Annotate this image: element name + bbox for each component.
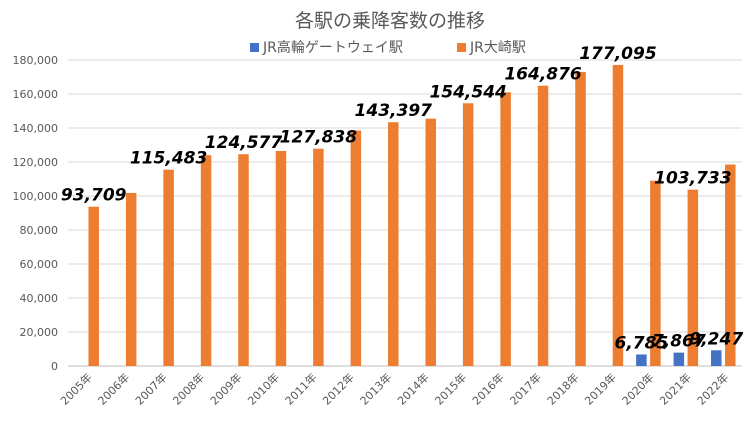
x-tick-label: 2018年 [544,370,581,407]
x-axis: 2005年 2006年 2007年 2008年 2009年 2010年 2011年 2012年… [57,370,731,407]
data-label: 9,247 [689,329,743,349]
bar-osaki-1 [125,192,137,366]
bar-osaki-2 [163,169,174,366]
x-tick-label: 2009年 [207,370,244,407]
data-label: 143,397 [355,101,433,121]
chart-title: 各駅の乗降客数の推移 [295,10,485,32]
legend-label-1: JR大崎駅 [469,40,526,56]
x-tick-label: 2020年 [619,370,656,407]
data-label: 93,709 [61,186,127,206]
y-tick-label: 60,000 [20,258,59,271]
y-tick-label: 80,000 [20,224,59,237]
x-tick-label: 2005年 [57,370,94,407]
x-tick-label: 2022年 [694,370,731,407]
y-tick-label: 120,000 [13,156,59,169]
bar-osaki-15 [650,180,661,366]
data-label: 154,544 [429,82,506,102]
data-label: 127,838 [280,128,358,148]
x-tick-label: 2010年 [245,370,282,407]
legend-swatch-0 [250,43,259,52]
bar-osaki-10 [462,103,474,366]
bar-osaki-8 [388,122,399,366]
x-tick-label: 2017年 [507,370,544,407]
bar-osaki-6 [313,148,324,366]
x-tick-label: 2007年 [132,370,169,407]
legend-label-0: JR高輪ゲートウェイ駅 [262,39,403,56]
y-tick-label: 180,000 [13,54,59,67]
y-tick-label: 0 [51,360,58,373]
bar-osaki-17 [725,164,736,366]
bar-osaki-5 [275,150,287,366]
y-tick-label: 20,000 [20,326,59,339]
bar-osaki-14 [612,64,624,366]
data-label: 115,483 [130,149,207,169]
data-label: 164,876 [504,65,582,85]
bar-takanawa-17 [711,350,722,366]
bar-osaki-3 [200,155,212,366]
data-label: 177,095 [579,44,656,64]
bars [88,64,736,367]
data-label: 7,867 [652,332,706,352]
x-tick-label: 2019年 [582,370,619,407]
bar-osaki-13 [575,71,586,367]
legend-swatch-1 [457,43,466,52]
y-tick-label: 40,000 [20,292,59,305]
x-tick-label: 2012年 [319,370,356,407]
bar-osaki-12 [537,85,549,366]
data-label: 124,577 [205,133,283,153]
gridlines [68,59,742,367]
legend: JR高輪ゲートウェイ駅 JR大崎駅 [250,39,526,56]
x-tick-label: 2008年 [170,370,207,407]
x-tick-label: 2013年 [357,370,394,407]
bar-takanawa-16 [673,352,685,366]
bar-takanawa-15 [636,354,647,366]
bar-osaki-7 [350,130,362,366]
bar-osaki-0 [88,206,99,366]
y-tick-label: 160,000 [13,88,59,101]
x-tick-label: 2011年 [282,370,319,407]
x-tick-label: 2006年 [95,370,132,407]
x-tick-label: 2016年 [469,370,506,407]
x-tick-label: 2014年 [394,370,431,407]
bar-osaki-11 [500,92,511,367]
data-label: 6,785 [614,333,668,353]
y-tick-label: 100,000 [13,190,59,203]
data-label: 103,733 [654,169,731,189]
bar-osaki-16 [687,189,699,366]
bar-osaki-9 [425,118,436,367]
bar-osaki-4 [238,154,249,366]
y-axis: 0 20,000 40,000 60,000 80,000 100,000 120,000 1… [13,54,59,373]
x-tick-label: 2015年 [432,370,469,407]
y-tick-label: 140,000 [13,122,59,135]
x-tick-label: 2021年 [656,370,693,407]
